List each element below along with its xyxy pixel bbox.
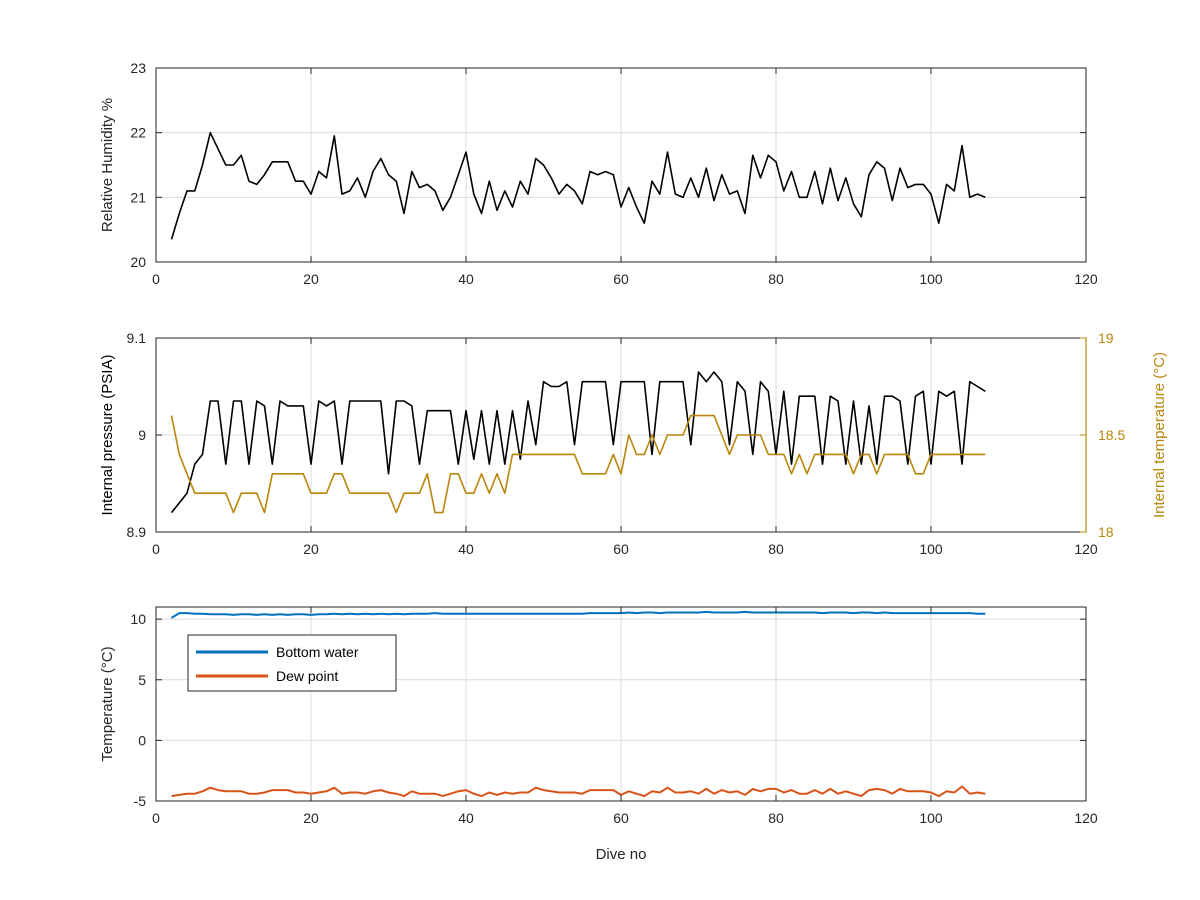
series-line-1 — [170, 414, 986, 514]
series-line-0 — [170, 371, 986, 514]
water-temperature-panel: 0 20 40 60 80 100 120 -5 0 5 10 Temperature (°C) Div… — [99, 606, 1098, 863]
legend-label: Dew point — [276, 668, 338, 684]
x-tick-label: 40 — [458, 271, 474, 287]
humidity-panel: 0 20 40 60 80 100 120 20 21 22 23 Relative Humidity… — [99, 60, 1098, 287]
y2-axis-label: Internal temperature (°C) — [1151, 352, 1168, 518]
y-axis-label: Internal pressure (PSIA) — [99, 355, 116, 516]
x-tick-label: 60 — [613, 541, 629, 557]
y-axis-label: Temperature (°C) — [99, 646, 116, 761]
x-axis-label: Dive no — [596, 846, 647, 863]
x-tick-label: 80 — [768, 271, 784, 287]
x-tick-label: 40 — [458, 541, 474, 557]
y-tick-label: 0 — [138, 732, 146, 748]
x-tick-label: 60 — [613, 271, 629, 287]
y-tick-label: 8.9 — [127, 524, 147, 540]
x-tick-label: 120 — [1074, 541, 1098, 557]
bottom-water-line — [170, 610, 986, 619]
y-tick-label: 9.1 — [127, 330, 147, 346]
y-tick-label: 5 — [138, 672, 146, 688]
y-tick-label: 10 — [130, 611, 146, 627]
x-tick-label: 80 — [768, 541, 784, 557]
y-tick-label: 20 — [130, 254, 146, 270]
y2-tick-label: 19 — [1098, 330, 1114, 346]
series-line-0 — [170, 131, 986, 240]
x-tick-label: 20 — [303, 541, 319, 557]
x-tick-label: 20 — [303, 271, 319, 287]
dew-point-line — [171, 785, 986, 798]
y-tick-label: 23 — [130, 60, 146, 76]
x-tick-label: 120 — [1074, 810, 1098, 826]
y2-tick-label: 18 — [1098, 524, 1114, 540]
y-tick-label: 21 — [130, 189, 146, 205]
x-tick-label: 100 — [919, 810, 943, 826]
x-tick-label: 60 — [613, 810, 629, 826]
legend-label: Bottom water — [276, 644, 359, 660]
x-tick-label: 100 — [919, 541, 943, 557]
x-tick-label: 100 — [919, 271, 943, 287]
y-tick-label: 9 — [138, 427, 146, 443]
x-tick-label: 0 — [152, 541, 160, 557]
x-tick-label: 40 — [458, 810, 474, 826]
y2-tick-label: 18.5 — [1098, 427, 1125, 443]
x-tick-label: 0 — [152, 271, 160, 287]
y-tick-label: 22 — [130, 125, 146, 141]
x-tick-label: 20 — [303, 810, 319, 826]
legend-box — [187, 634, 397, 692]
y-tick-label: -5 — [134, 793, 147, 809]
y-axis-label: Relative Humidity % — [99, 98, 116, 232]
x-tick-label: 80 — [768, 810, 784, 826]
pressure-temperature-panel: 0 20 40 60 80 100 120 8.9 9 9.1 18 18.5 19 Internal t… — [99, 330, 1168, 557]
x-tick-label: 0 — [152, 810, 160, 826]
legend: Bottom water Dew point — [187, 634, 397, 692]
x-tick-label: 120 — [1074, 271, 1098, 287]
